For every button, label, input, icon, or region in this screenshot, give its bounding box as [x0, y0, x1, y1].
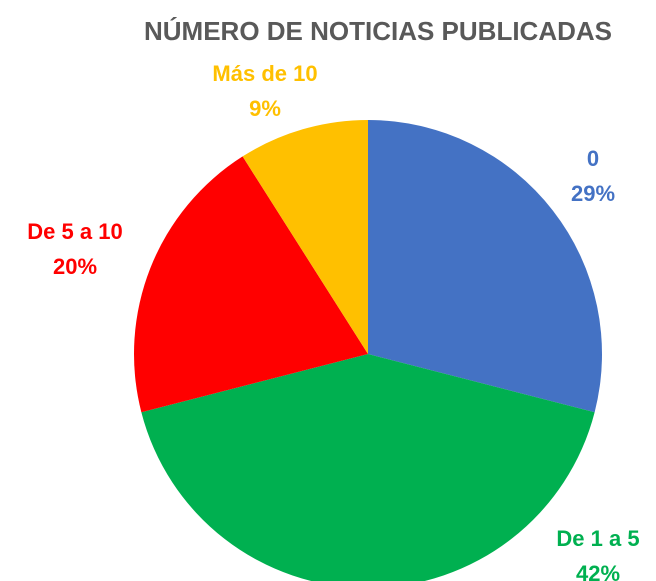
chart-title: NÚMERO DE NOTICIAS PUBLICADAS	[144, 16, 612, 46]
slice-category-label: 0	[587, 146, 599, 171]
pie-slice	[368, 120, 602, 413]
slice-category-label: De 5 a 10	[27, 219, 122, 244]
slice-value-label: 42%	[576, 561, 620, 581]
slice-category-label: Más de 10	[212, 61, 317, 86]
pie-slice	[141, 354, 595, 581]
slice-category-label: De 1 a 5	[556, 526, 639, 551]
slice-value-label: 29%	[571, 181, 615, 206]
slice-value-label: 9%	[249, 96, 281, 121]
pie-slice	[242, 120, 368, 354]
slice-value-label: 20%	[53, 254, 97, 279]
pie-slice	[134, 156, 368, 413]
